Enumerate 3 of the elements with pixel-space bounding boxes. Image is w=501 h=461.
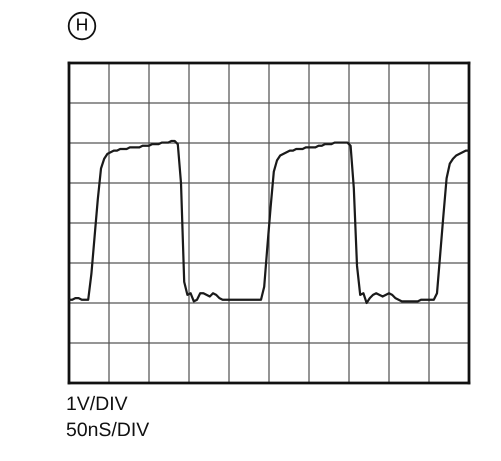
text: 1V/DIV xyxy=(67,396,128,410)
text: 50nS/DIV xyxy=(66,422,150,436)
chart-title: H xyxy=(77,18,87,30)
